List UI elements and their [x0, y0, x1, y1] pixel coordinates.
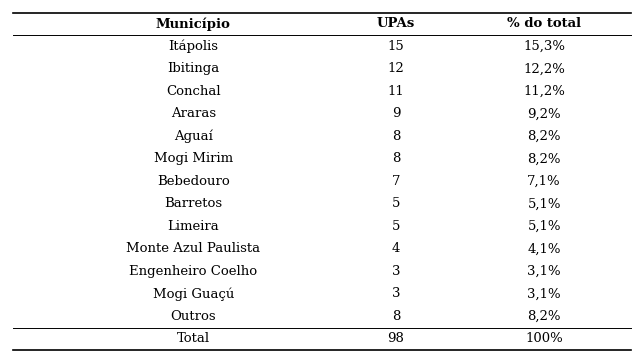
Text: 3,1%: 3,1%: [527, 287, 561, 300]
Text: 8,2%: 8,2%: [527, 310, 561, 323]
Text: 98: 98: [388, 332, 404, 345]
Text: Engenheiro Coelho: Engenheiro Coelho: [129, 265, 257, 278]
Text: 4,1%: 4,1%: [527, 242, 561, 256]
Text: 5,1%: 5,1%: [527, 197, 561, 210]
Text: 3: 3: [392, 265, 401, 278]
Text: Outros: Outros: [171, 310, 216, 323]
Text: 11,2%: 11,2%: [523, 85, 565, 98]
Text: Monte Azul Paulista: Monte Azul Paulista: [126, 242, 260, 256]
Text: Limeira: Limeira: [167, 220, 219, 233]
Text: 5: 5: [392, 220, 401, 233]
Text: 4: 4: [392, 242, 401, 256]
Text: % do total: % do total: [507, 17, 582, 30]
Text: 3: 3: [392, 287, 401, 300]
Text: 5,1%: 5,1%: [527, 220, 561, 233]
Text: 7: 7: [392, 175, 401, 188]
Text: 15: 15: [388, 40, 404, 53]
Text: 8,2%: 8,2%: [527, 130, 561, 143]
Text: Bebedouro: Bebedouro: [157, 175, 229, 188]
Text: Araras: Araras: [171, 107, 216, 121]
Text: 8: 8: [392, 310, 401, 323]
Text: Ibitinga: Ibitinga: [167, 62, 220, 75]
Text: 7,1%: 7,1%: [527, 175, 561, 188]
Text: Conchal: Conchal: [166, 85, 220, 98]
Text: 12: 12: [388, 62, 404, 75]
Text: Total: Total: [176, 332, 210, 345]
Text: 11: 11: [388, 85, 404, 98]
Text: Município: Município: [156, 17, 231, 31]
Text: Itápolis: Itápolis: [168, 40, 218, 53]
Text: UPAs: UPAs: [377, 17, 415, 30]
Text: 15,3%: 15,3%: [523, 40, 565, 53]
Text: 8: 8: [392, 152, 401, 165]
Text: Barretos: Barretos: [164, 197, 222, 210]
Text: 100%: 100%: [526, 332, 563, 345]
Text: 8: 8: [392, 130, 401, 143]
Text: 12,2%: 12,2%: [523, 62, 565, 75]
Text: 3,1%: 3,1%: [527, 265, 561, 278]
Text: 5: 5: [392, 197, 401, 210]
Text: 8,2%: 8,2%: [527, 152, 561, 165]
Text: 9,2%: 9,2%: [527, 107, 561, 121]
Text: Aguaí: Aguaí: [174, 130, 213, 143]
Text: Mogi Guaçú: Mogi Guaçú: [153, 287, 234, 301]
Text: 9: 9: [392, 107, 401, 121]
Text: Mogi Mirim: Mogi Mirim: [154, 152, 232, 165]
